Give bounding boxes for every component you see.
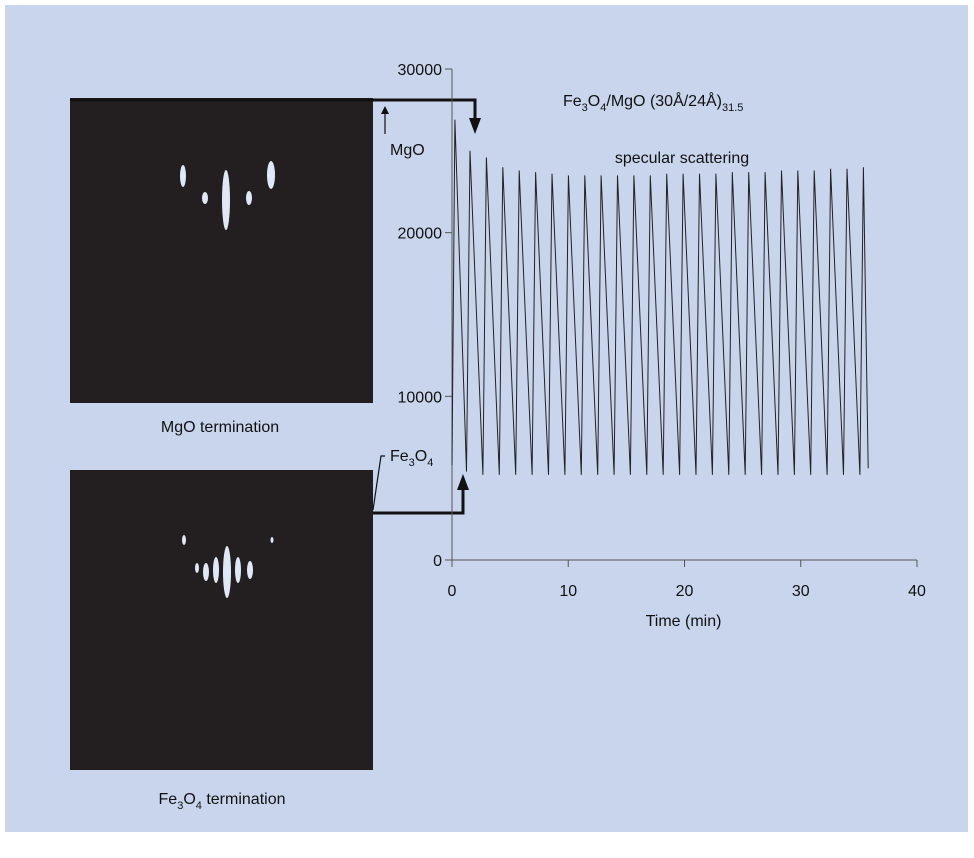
chart-title-part: Fe: [563, 93, 582, 110]
annotation-mgo: MgO: [390, 142, 425, 159]
image-caption: Fe3O4 termination: [159, 791, 286, 812]
annotation-fe3o4-part: Fe: [390, 448, 409, 465]
x-tick-label: 40: [908, 583, 926, 600]
rheed-image-fe3o4: [70, 470, 373, 770]
arrows: [70, 98, 477, 515]
chart-title-part: 31.5: [722, 102, 743, 114]
image-caption-part: Fe: [159, 791, 178, 808]
chart-title: Fe3O4/MgO (30Å/24Å)31.5: [563, 91, 743, 114]
annotation-fe3o4: Fe3O4: [390, 448, 433, 469]
x-axis-label: Time (min): [646, 613, 722, 630]
image-caption: MgO termination: [161, 419, 279, 436]
image-caption-part: 3: [177, 800, 183, 812]
image-caption-part: O: [183, 791, 195, 808]
data-line: [451, 119, 869, 475]
x-tick-label: 10: [559, 583, 577, 600]
y-tick-label: 0: [433, 553, 442, 570]
annotation-fe3o4-part: O: [415, 448, 427, 465]
chart-title-part: O: [588, 93, 600, 110]
annotation-specular: specular scattering: [615, 150, 749, 167]
chart-title-part: 3: [582, 102, 588, 114]
y-tick-label: 10000: [398, 389, 443, 406]
x-tick-label: 20: [676, 583, 694, 600]
image-caption-part: MgO termination: [161, 419, 279, 436]
image-caption-part: 4: [196, 800, 202, 812]
annotation-fe3o4-part: 3: [409, 457, 415, 469]
arrowheads: [381, 106, 481, 490]
x-tick-label: 0: [448, 583, 457, 600]
x-tick-label: 30: [792, 583, 810, 600]
image-caption-part: termination: [202, 791, 286, 808]
chart-title-part: 4: [600, 102, 606, 114]
rheed-image-mgo: [70, 98, 373, 403]
annotation-fe3o4-part: 4: [427, 457, 433, 469]
y-tick-label: 20000: [398, 226, 443, 243]
y-tick-label: 30000: [398, 62, 443, 79]
chart-title-part: /MgO (30Å/24Å): [606, 91, 722, 110]
